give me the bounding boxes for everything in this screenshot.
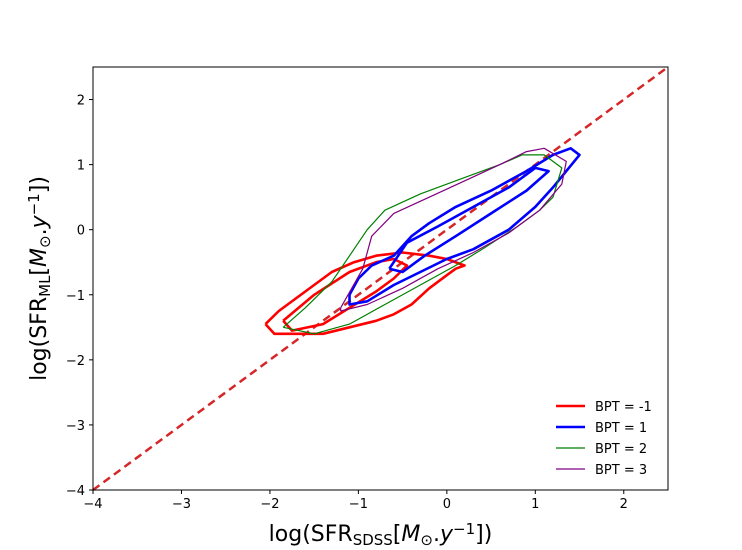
legend-label: BPT = 3	[595, 463, 647, 478]
x-tick-label: −3	[172, 497, 191, 512]
label-part: [	[27, 267, 52, 276]
y-tick-label: 2	[77, 94, 85, 109]
x-tick-label: 0	[443, 497, 451, 512]
label-part: −1	[25, 193, 43, 215]
legend-label: BPT = 2	[595, 442, 647, 457]
contour-line	[388, 166, 550, 274]
label-part: M	[401, 522, 420, 547]
y-tick-label: 0	[77, 224, 85, 239]
xlabel: log(SFRSDSS[M⊙.y−1])	[269, 520, 493, 549]
contour-line	[348, 147, 581, 306]
label-part: SDSS	[353, 531, 393, 549]
y-tick-label: 1	[77, 159, 85, 174]
y-tick-label: −1	[66, 289, 85, 304]
x-tick-label: 1	[531, 497, 539, 512]
label-part: ])	[27, 176, 52, 193]
label-part: .	[27, 228, 52, 235]
label-part: ML	[36, 275, 54, 297]
plot-frame	[92, 66, 669, 491]
x-tick-label: −1	[349, 497, 368, 512]
label-part: y	[439, 522, 454, 547]
y-tick-label: −2	[66, 354, 85, 369]
x-tick-label: 2	[620, 497, 628, 512]
label-part: y	[27, 214, 52, 229]
reference-line	[92, 65, 669, 492]
contour-line	[264, 251, 466, 336]
legend-label: BPT = -1	[595, 400, 652, 415]
label-part: ])	[475, 522, 492, 547]
x-tick-label: −4	[83, 497, 102, 512]
x-tick-label: −2	[260, 497, 279, 512]
label-part: ⊙	[420, 531, 433, 549]
label-part: [	[393, 522, 402, 547]
label-part: log(SFR	[27, 297, 52, 381]
y-tick-label: −3	[66, 419, 85, 434]
label-part: log(SFR	[269, 522, 353, 547]
label-part: M	[27, 248, 52, 267]
label-part: ⊙	[36, 235, 54, 248]
ylabel: log(SFRML[M⊙.y−1])	[25, 176, 54, 381]
contour-line	[282, 154, 563, 335]
y-tick-label: −4	[66, 484, 85, 499]
label-part: −1	[453, 520, 475, 538]
contour-line	[340, 147, 567, 312]
legend-label: BPT = 1	[595, 421, 647, 436]
label-part: .	[433, 522, 440, 547]
